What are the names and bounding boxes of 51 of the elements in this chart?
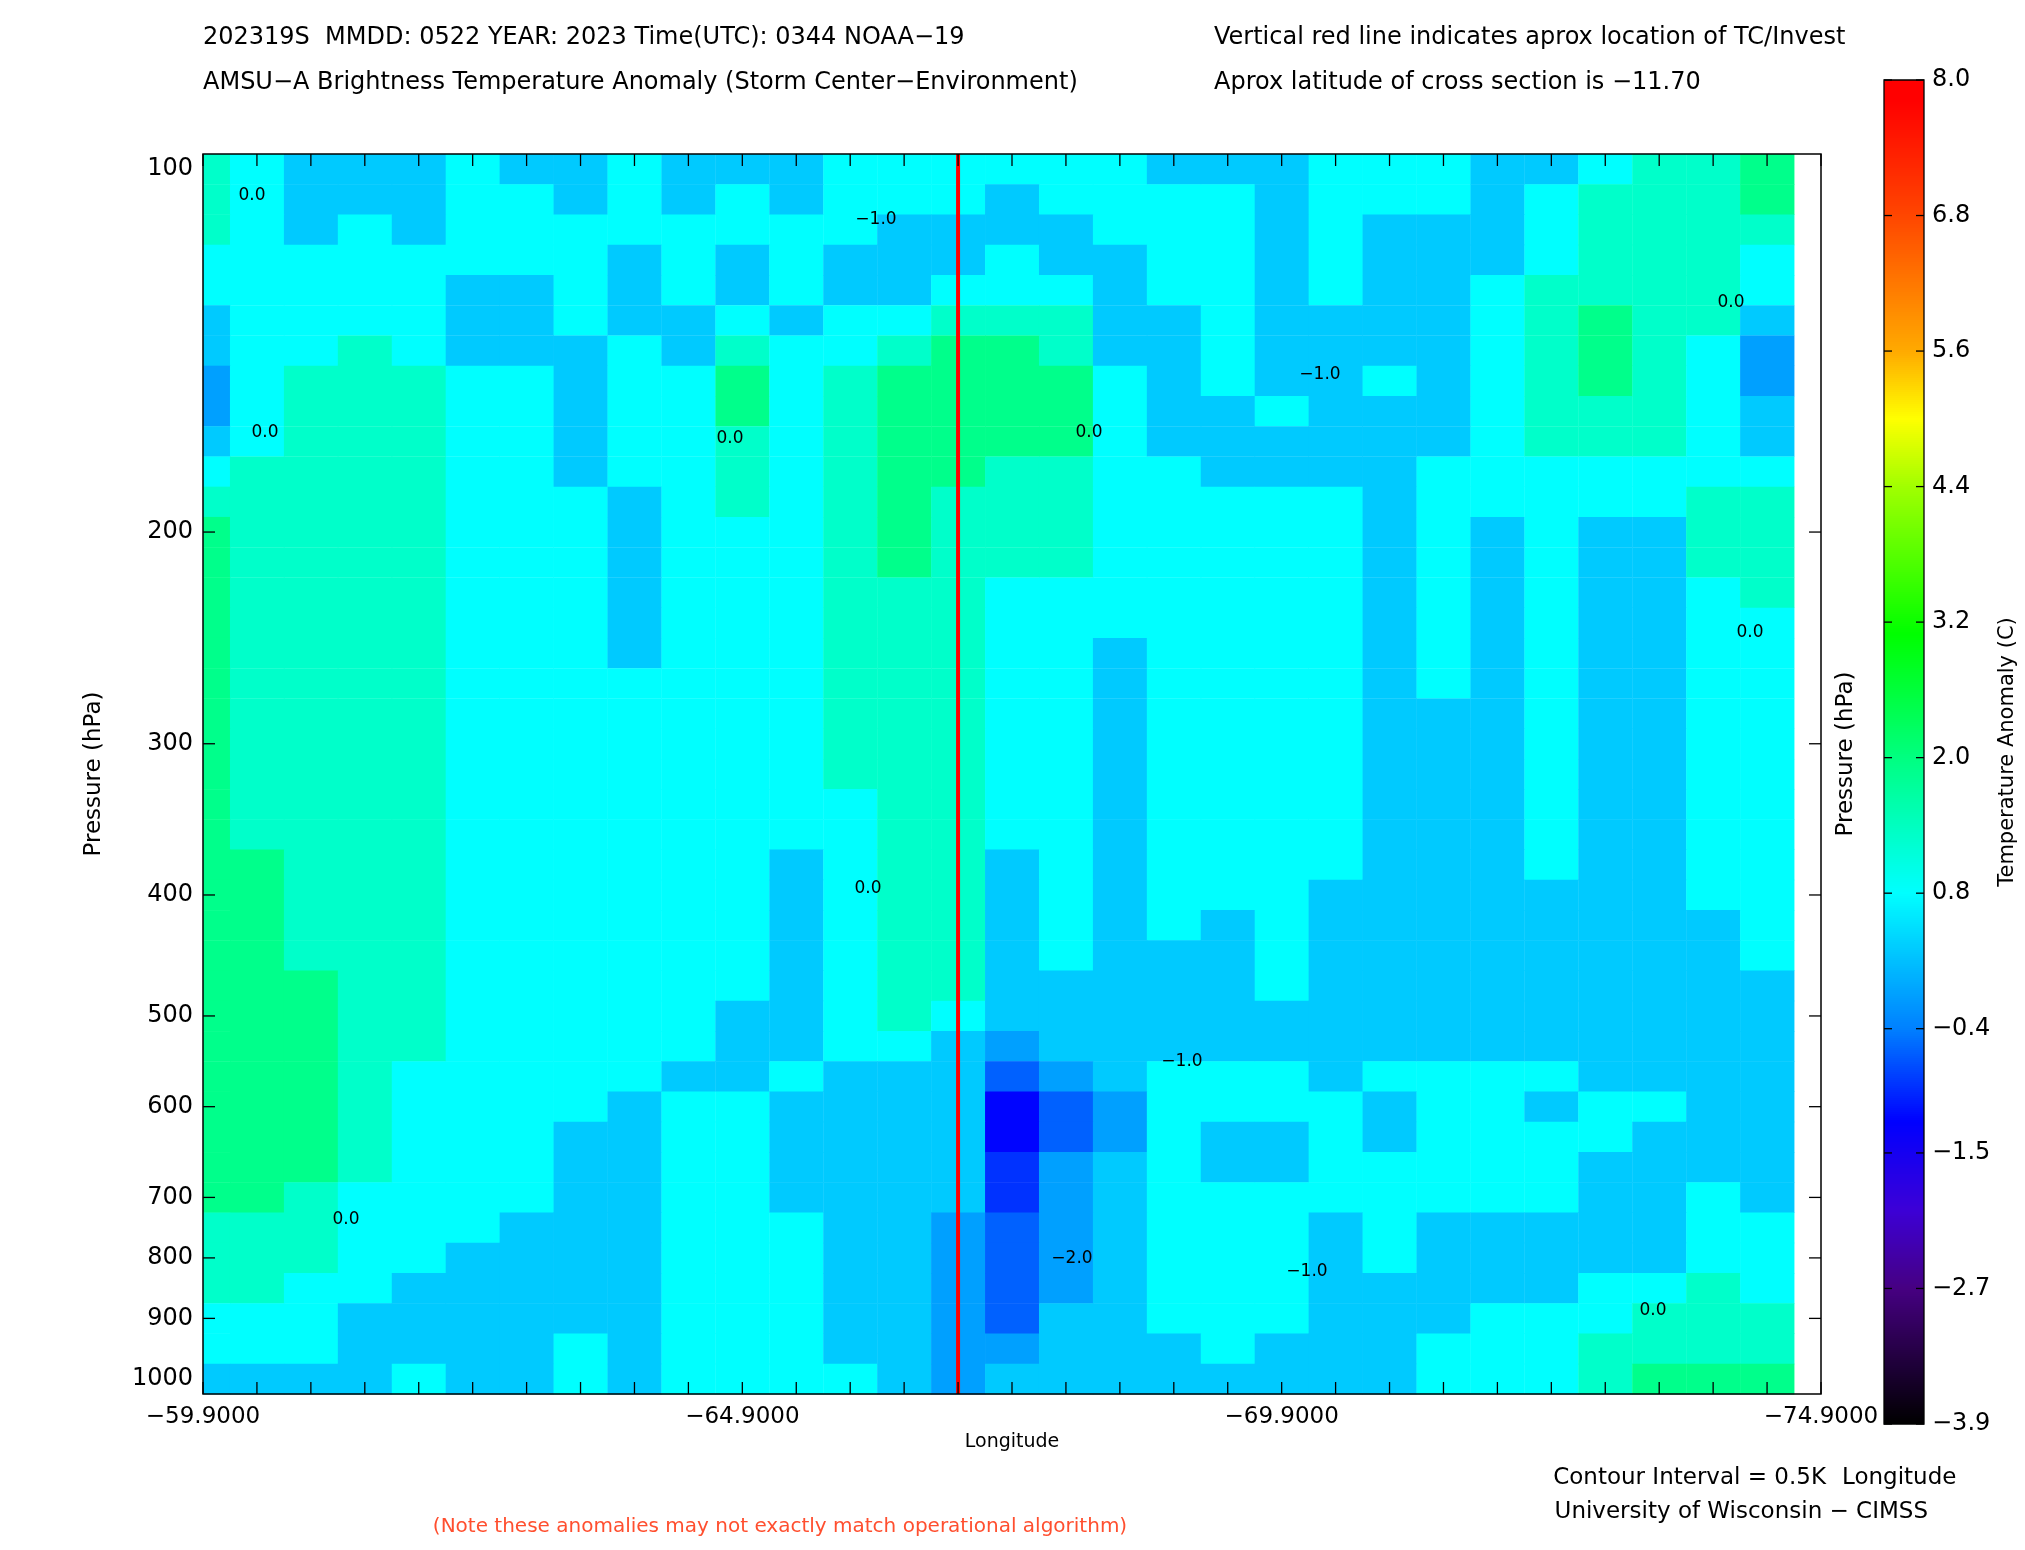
- annotation: −1.0: [1286, 1260, 1328, 1281]
- y-tick-label: 800: [147, 1242, 193, 1271]
- annotation: 0.0: [854, 877, 882, 898]
- y-tick-label: 500: [147, 1000, 193, 1029]
- text: (Note these anomalies may not exactly match operational algorithm): [432, 1513, 1128, 1538]
- text: Vertical red line indicates aprox location of TC/Invest: [1214, 22, 1846, 51]
- annotation: 0.0: [1075, 421, 1103, 442]
- color-bar-label: −2.7: [1932, 1272, 1991, 1301]
- annotation: 0.0: [238, 184, 266, 205]
- annotation: 0.0: [251, 421, 279, 442]
- color-bar-title: Temperature Anomaly (C): [1994, 617, 2019, 888]
- y-tick-label: 900: [147, 1302, 193, 1331]
- color-bar-label: −1.5: [1932, 1137, 1991, 1166]
- annotation: −1.0: [1161, 1050, 1203, 1071]
- y-tick-label: 100: [147, 153, 193, 182]
- color-bar-label: −3.9: [1932, 1408, 1991, 1437]
- annotation: −1.0: [855, 208, 897, 229]
- color-bar-label: 0.8: [1932, 877, 1971, 906]
- chart-subtitle: AMSU−A Brightness Temperature Anomaly (Storm Center−Environment): [203, 67, 1078, 96]
- text: Aprox latitude of cross section is −11.70: [1214, 67, 1701, 96]
- color-bar-label: 4.4: [1932, 470, 1971, 499]
- x-tick-label: −64.9000: [685, 1401, 800, 1428]
- color-bar-label: 6.8: [1932, 199, 1971, 228]
- x-tick-label: −74.9000: [1763, 1401, 1879, 1428]
- color-bar-label: 3.2: [1932, 606, 1971, 635]
- y2-axis-title: Pressure (hPa): [1830, 671, 1857, 837]
- text: Contour Interval = 0.5K: [1553, 1462, 1827, 1489]
- annotation: 0.0: [1736, 621, 1764, 642]
- annotation: −1.0: [1299, 363, 1341, 384]
- text: Longitude: [1842, 1462, 1957, 1489]
- annotation: 0.0: [332, 1208, 360, 1229]
- y-tick-label: 200: [147, 516, 193, 545]
- x-axis-title: Longitude: [964, 1428, 1060, 1451]
- annotation: 0.0: [1639, 1299, 1667, 1320]
- y-tick-label: 400: [147, 879, 193, 908]
- y-tick-label: 1000: [131, 1363, 193, 1392]
- chart-title: 202319S MMDD: 0522 YEAR: 2023 Time(UTC): 0344 NOAA−19: [203, 22, 965, 51]
- color-bar-label: −0.4: [1932, 1012, 1991, 1041]
- x-tick-label: −69.9000: [1224, 1401, 1339, 1428]
- y-tick-label: 300: [147, 727, 193, 756]
- color-bar-label: 5.6: [1932, 335, 1971, 364]
- x-tick-label: −59.9000: [145, 1401, 261, 1428]
- annotation: 0.0: [1717, 291, 1745, 312]
- color-bar-label: 2.0: [1932, 741, 1971, 770]
- y-axis-title: Pressure (hPa): [78, 691, 105, 857]
- color-bar-label: 8.0: [1932, 64, 1971, 93]
- y-tick-label: 600: [147, 1090, 193, 1119]
- annotation: 0.0: [716, 427, 744, 448]
- text: University of Wisconsin − CIMSS: [1554, 1496, 1928, 1523]
- annotation: −2.0: [1051, 1247, 1093, 1268]
- y-tick-label: 700: [147, 1181, 193, 1210]
